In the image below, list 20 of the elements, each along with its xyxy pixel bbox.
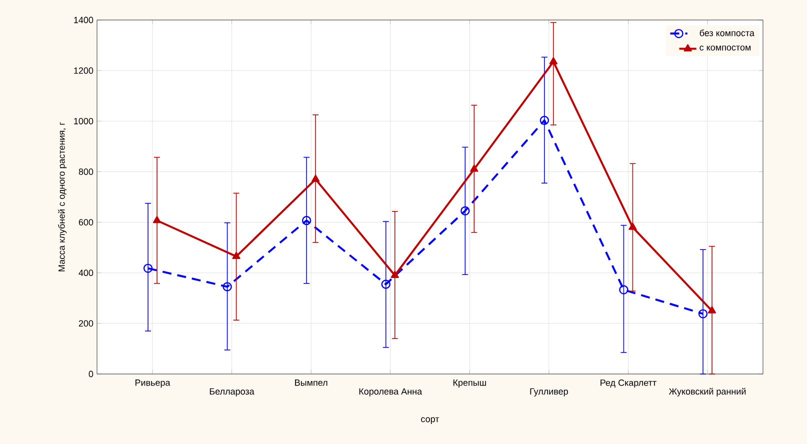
x-tick-label: Королева Анна <box>359 388 422 396</box>
y-tick-label: 1400 <box>74 16 94 24</box>
x-tick-label: Ред Скарлетт <box>600 380 656 388</box>
x-axis-title: сорт <box>421 417 440 424</box>
x-tick-label: Беллароза <box>210 388 254 396</box>
x-tick-label: Вымпел <box>295 380 328 386</box>
legend-label: без компоста <box>700 30 754 36</box>
y-tick-label: 600 <box>78 219 94 226</box>
y-tick-label: 1000 <box>74 118 94 124</box>
legend-label: с компостом <box>700 46 751 51</box>
y-tick-label: 1200 <box>74 67 94 74</box>
x-tick-label: Крепыш <box>453 380 486 388</box>
x-tick-label: Жуковский ранний <box>668 388 746 396</box>
y-axis-title: Масса клубней с одного растения, г <box>58 122 67 272</box>
y-tick-label: 800 <box>78 168 94 175</box>
y-tick-label: 0 <box>88 370 94 378</box>
x-tick-label: Гулливер <box>530 388 568 396</box>
y-tick-label: 200 <box>78 320 94 327</box>
y-tick-label: 400 <box>78 270 94 276</box>
x-tick-label: Ривьера <box>135 380 170 388</box>
